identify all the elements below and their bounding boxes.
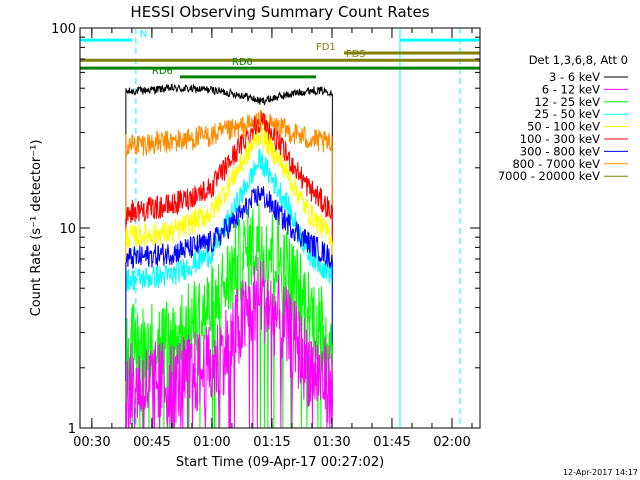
x-tick-label: 02:00 (433, 435, 470, 450)
y-tick-label: 10 (59, 222, 76, 237)
chart-title: HESSI Observing Summary Count Rates (130, 3, 429, 21)
legend-label: 100 - 300 keV (520, 132, 600, 146)
flag-label-n: N (140, 29, 147, 40)
x-tick-label: 01:30 (313, 435, 350, 450)
series-line-4 (125, 121, 333, 429)
flag-label-fd5: FD5 (346, 49, 366, 60)
plot-area: N FD1 FD5 RD0 RD6 (79, 28, 480, 429)
legend-label: 7000 - 20000 keV (498, 169, 600, 183)
legend-label: 25 - 50 keV (534, 107, 600, 121)
series-line-5 (125, 112, 333, 429)
x-tick-label: 01:15 (253, 435, 290, 450)
flag-label-rd0: RD0 (232, 57, 253, 68)
legend-label: 800 - 7000 keV (512, 157, 600, 171)
x-tick-label: 00:45 (133, 435, 170, 450)
flag-label-fd1: FD1 (316, 42, 336, 53)
legend-label: 3 - 6 keV (549, 70, 600, 84)
y-tick-label: 100 (51, 22, 76, 37)
legend-label: 6 - 12 keV (542, 82, 600, 96)
legend-header: Det 1,3,6,8, Att 0 (529, 53, 628, 67)
legend-label: 50 - 100 keV (527, 120, 600, 134)
axes: 00:30 00:45 01:00 01:15 01:30 01:45 02:00 1 10 10… (51, 22, 480, 450)
series-line-0 (125, 83, 333, 429)
x-axis-label: Start Time (09-Apr-17 00:27:02) (176, 455, 384, 470)
legend-label: 300 - 800 keV (520, 144, 600, 158)
series-line-6 (125, 185, 333, 429)
legend-label: 12 - 25 keV (534, 95, 600, 109)
flag-label-rd6: RD6 (152, 66, 173, 77)
series-line-7 (125, 110, 333, 429)
y-tick-label: 1 (68, 422, 76, 437)
x-tick-label: 01:00 (193, 435, 230, 450)
x-tick-label: 00:30 (73, 435, 110, 450)
y-axis-label: Count Rate (s⁻¹ detector⁻¹) (29, 140, 44, 317)
footer-timestamp: 12-Apr-2017 14:17 (563, 468, 638, 477)
x-tick-label: 01:45 (373, 435, 410, 450)
